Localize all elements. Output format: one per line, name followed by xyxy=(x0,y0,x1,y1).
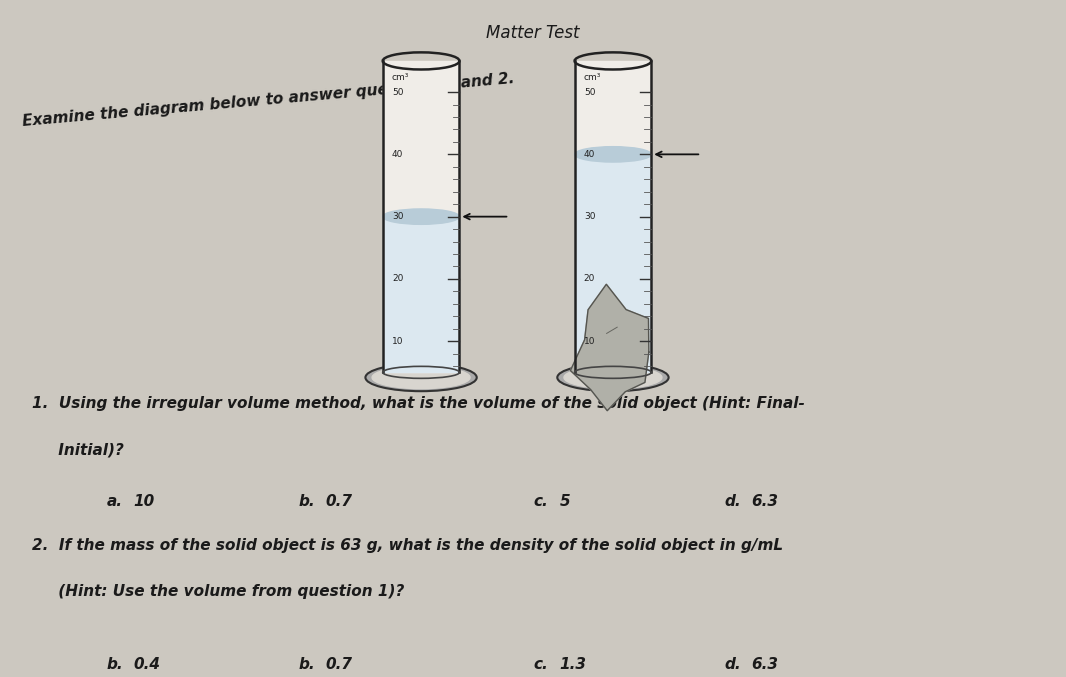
Text: 50: 50 xyxy=(584,87,595,97)
Bar xyxy=(575,61,651,372)
Text: Examine the diagram below to answer questions 1 and 2.: Examine the diagram below to answer ques… xyxy=(21,71,515,129)
Ellipse shape xyxy=(372,366,470,389)
Text: 6.3: 6.3 xyxy=(752,657,778,672)
Text: 1.3: 1.3 xyxy=(560,657,586,672)
Text: 5: 5 xyxy=(560,494,570,509)
Ellipse shape xyxy=(366,364,477,391)
Text: 0.4: 0.4 xyxy=(133,657,160,672)
Text: 30: 30 xyxy=(392,212,403,221)
Polygon shape xyxy=(570,284,649,411)
Text: b.: b. xyxy=(298,494,316,509)
Text: d.: d. xyxy=(725,657,742,672)
Text: Initial)?: Initial)? xyxy=(32,442,124,457)
Text: cm³: cm³ xyxy=(584,73,601,83)
Bar xyxy=(383,217,459,372)
Ellipse shape xyxy=(564,366,662,389)
Text: 10: 10 xyxy=(584,336,595,346)
Text: c.: c. xyxy=(533,494,548,509)
Text: 20: 20 xyxy=(584,274,595,284)
Text: 20: 20 xyxy=(392,274,403,284)
Text: Matter Test: Matter Test xyxy=(486,24,580,42)
Text: b.: b. xyxy=(298,657,316,672)
Text: 0.7: 0.7 xyxy=(325,657,352,672)
Ellipse shape xyxy=(383,209,459,224)
Text: 30: 30 xyxy=(584,212,595,221)
Text: c.: c. xyxy=(533,657,548,672)
Text: (Hint: Use the volume from question 1)?: (Hint: Use the volume from question 1)? xyxy=(32,584,404,599)
Text: 50: 50 xyxy=(392,87,403,97)
Text: 40: 40 xyxy=(584,150,595,159)
Text: 1.  Using the irregular volume method, what is the volume of the solid object (H: 1. Using the irregular volume method, wh… xyxy=(32,396,805,411)
Text: a.: a. xyxy=(107,494,123,509)
Text: b.: b. xyxy=(107,657,124,672)
Text: d.: d. xyxy=(725,494,742,509)
Text: 6.3: 6.3 xyxy=(752,494,778,509)
Text: 2.  If the mass of the solid object is 63 g, what is the density of the solid ob: 2. If the mass of the solid object is 63… xyxy=(32,538,784,553)
Text: cm³: cm³ xyxy=(392,73,409,83)
Ellipse shape xyxy=(558,364,668,391)
Text: 0.7: 0.7 xyxy=(325,494,352,509)
Text: 10: 10 xyxy=(133,494,155,509)
Bar xyxy=(383,61,459,372)
Text: 10: 10 xyxy=(392,336,403,346)
Ellipse shape xyxy=(575,147,651,162)
Text: 40: 40 xyxy=(392,150,403,159)
Bar xyxy=(575,154,651,372)
